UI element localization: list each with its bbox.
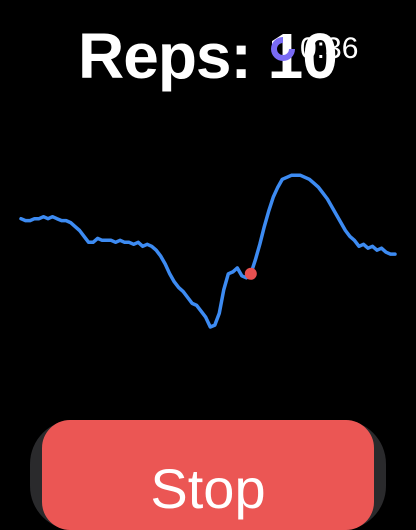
stop-button[interactable]: Stop xyxy=(42,420,374,530)
reps-title: Reps: 10 xyxy=(78,20,338,92)
motion-line xyxy=(19,173,397,329)
motion-chart xyxy=(19,173,397,329)
activity-ring-icon xyxy=(271,37,295,61)
elapsed-time: 0:36 xyxy=(300,32,359,65)
status-bar: 0:36 xyxy=(268,34,358,64)
current-position-marker xyxy=(244,267,257,280)
